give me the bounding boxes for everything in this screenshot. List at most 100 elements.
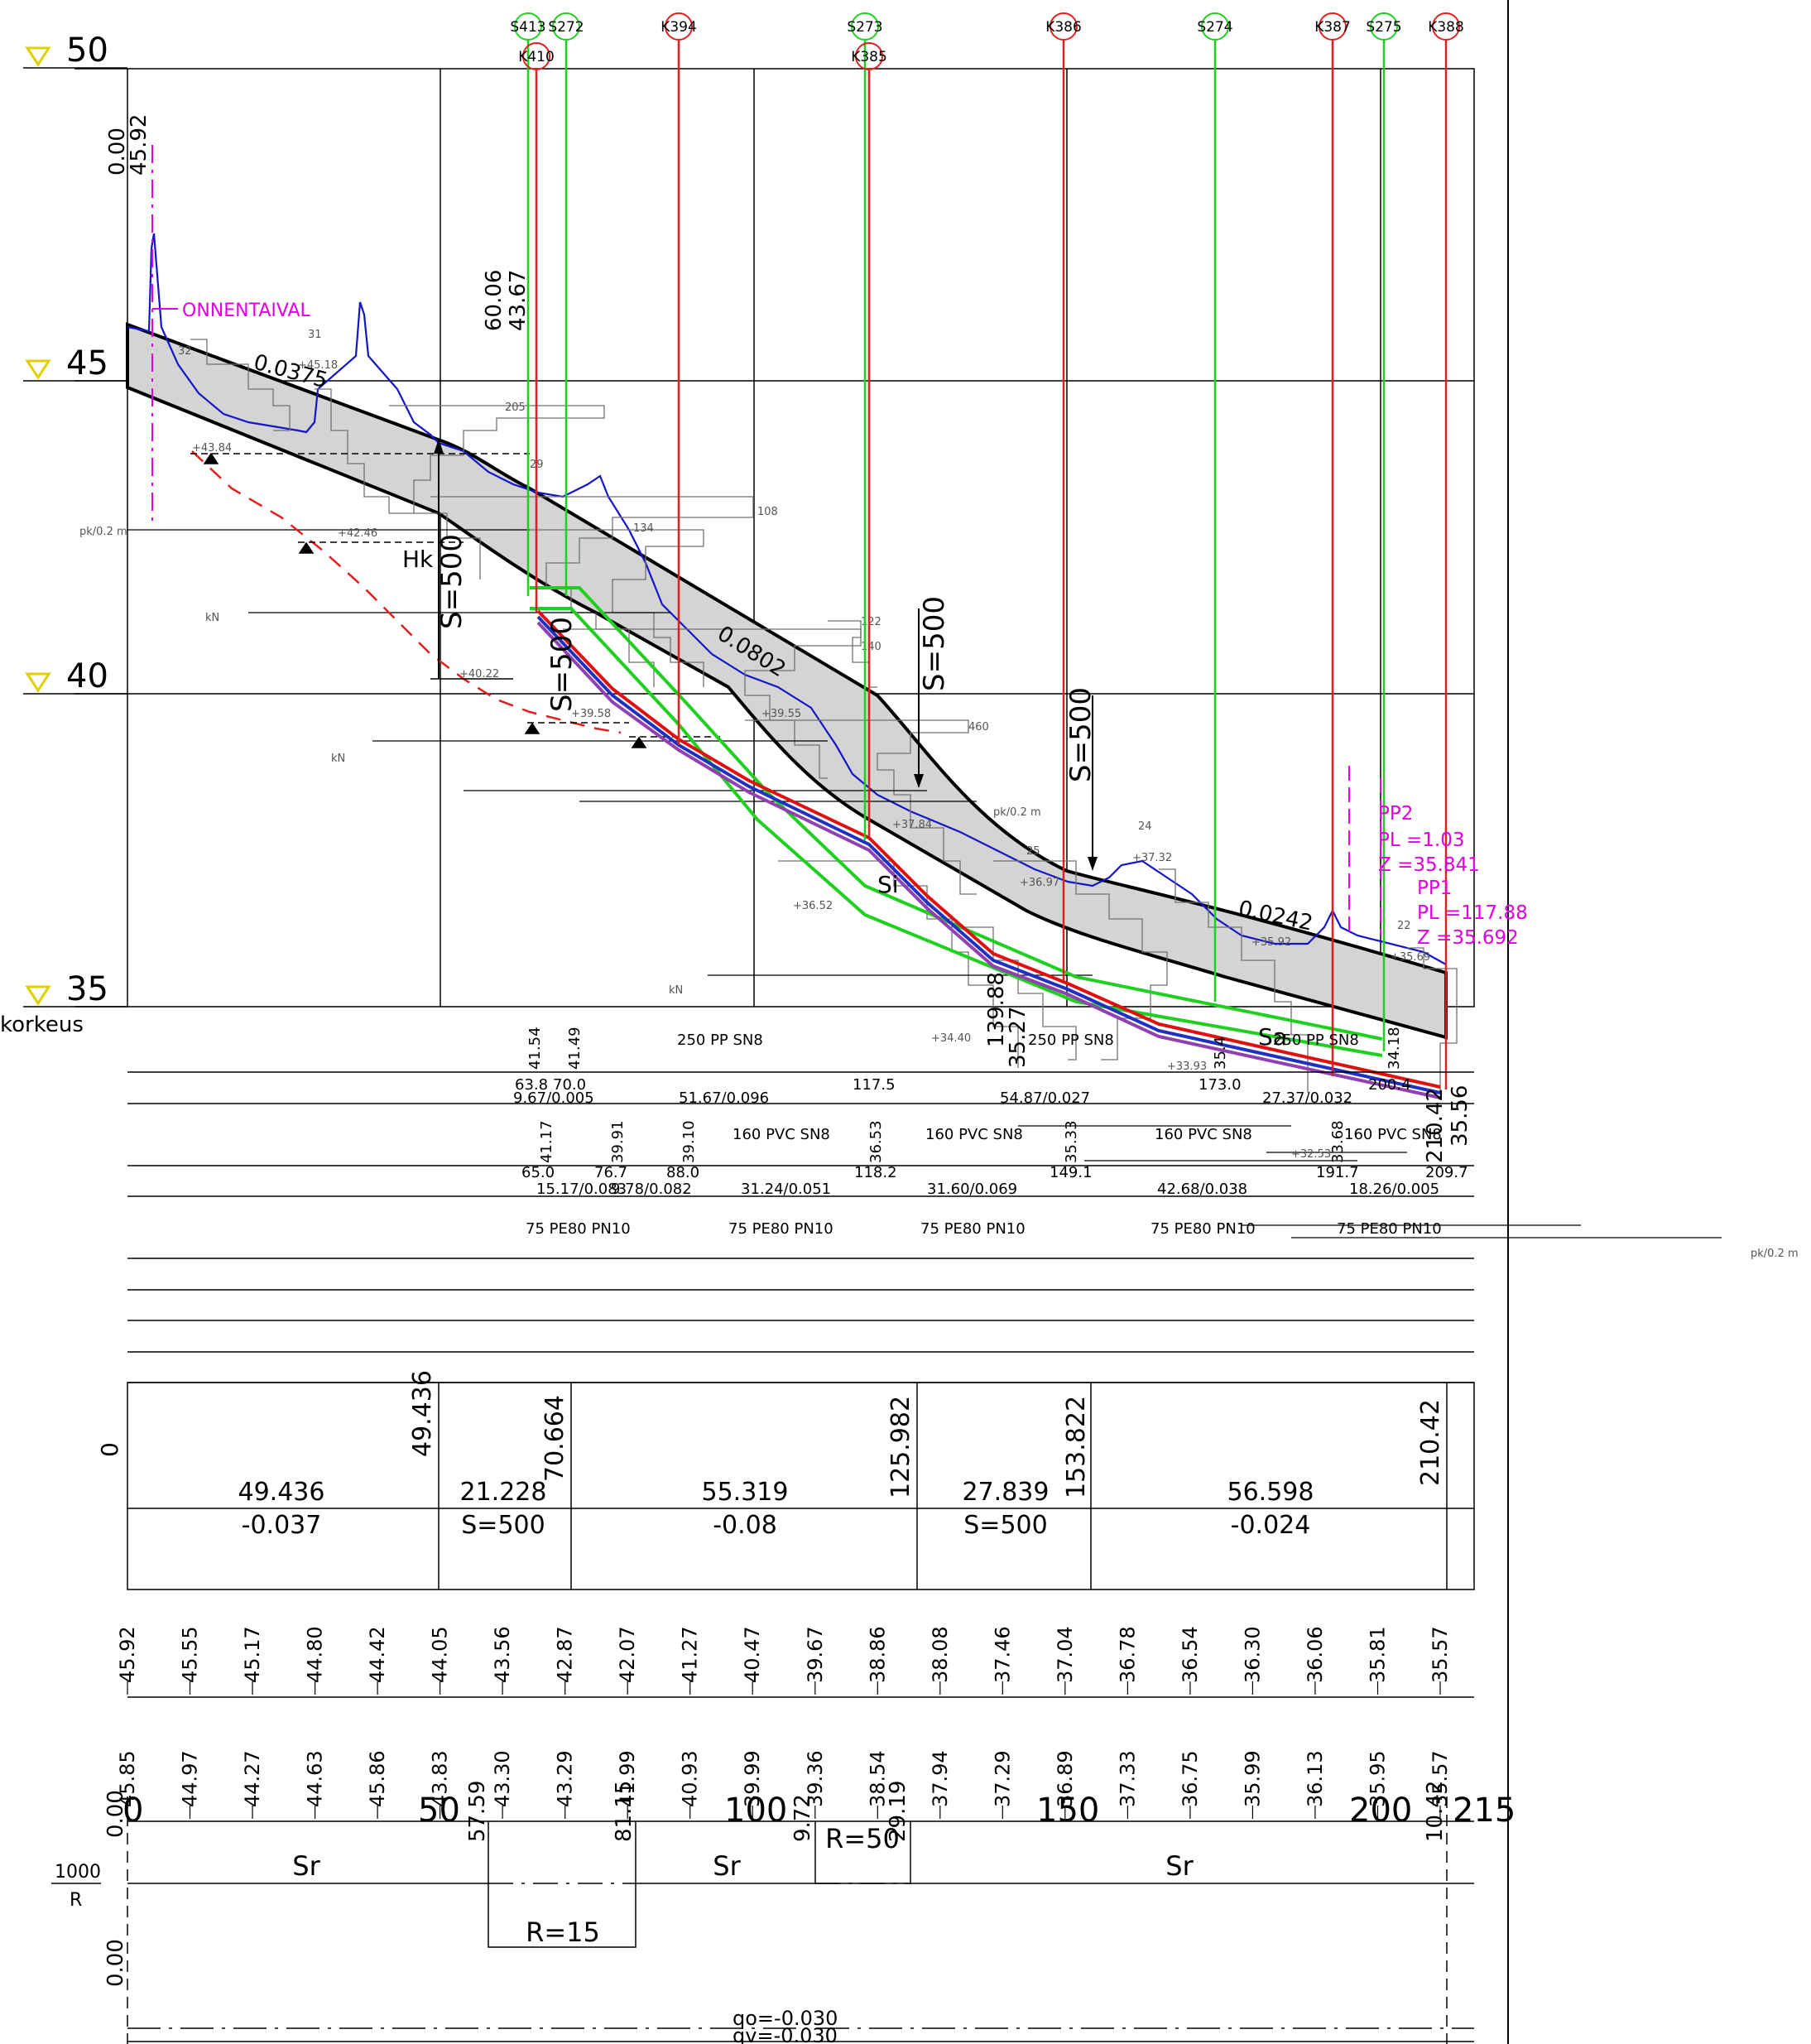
elevation-value: 36.54 [1179,1626,1202,1683]
structure-label: S273 [847,19,882,36]
ground-line [127,233,1447,965]
alignment-label: Sr [1165,1850,1194,1882]
structure-label: K410 [518,49,555,65]
elevation-value: 35.81 [1367,1626,1390,1683]
pipe-row-2: 41.17 39.91 39.10 160 PVC SN8 36.53 160 … [521,1088,1468,1198]
elevation-value: 35.99 [1241,1750,1264,1807]
elevation-value: 37.29 [991,1750,1014,1807]
grade-table-station: 153.822 [1062,1396,1091,1498]
pipe-grade: 27.37/0.032 [1262,1089,1352,1107]
chainage-tick: 100 [724,1792,787,1830]
structure-label: S272 [548,19,584,36]
pipe-value: 34.18 [1386,1027,1403,1070]
start-chainage: 0.00 [105,127,130,176]
pipe-grade: 51.67/0.096 [679,1089,769,1107]
curve-label: S=500 [918,596,951,691]
elevation-rows: 45.92 45.55 45.17 44.80 44.42 44.05 43.56 42.87… [116,1626,1474,1822]
pipe-pos: 76.7 [594,1164,627,1181]
pipe-grade: 18.26/0.005 [1349,1181,1439,1198]
alignment-start: 0.00 [103,1790,128,1838]
sounding-label: 122 [861,616,881,628]
curve-label: S=500 [545,617,579,712]
elevation-value: 45.55 [179,1626,202,1683]
elevation-marker-40: 40 [23,657,127,695]
structure-K388: K388 [1428,12,1464,1089]
profile-grid [74,68,1475,1008]
pp2-z: Z =35.841 [1378,854,1480,876]
elevation-value: 43.29 [554,1750,577,1807]
elevation-value: 42.87 [554,1626,577,1683]
pipe-value: 41.54 [526,1027,544,1070]
sounding-label: 205 [505,402,526,414]
elevation-value: 38.54 [866,1750,889,1807]
sounding-label: +36.97 [1020,877,1059,889]
pipe-grade: 9.78/0.082 [611,1181,692,1198]
curve-label: S=500 [435,534,468,629]
pipe-type: 160 PVC SN8 [1344,1126,1442,1143]
sounding-label: +43.84 [192,442,232,454]
elevation-value: 36.13 [1304,1750,1327,1807]
structure-label: S275 [1366,19,1401,36]
pipe-value: 41.49 [566,1027,584,1070]
structure-K394: K394 [661,12,697,745]
curve-radius: R=50 [825,1823,900,1854]
sounding-label: +33.93 [1167,1060,1207,1073]
segment-grade: -0.037 [242,1511,322,1540]
sounding-label: 24 [1138,820,1152,833]
pipe-pos: 191.7 [1316,1164,1359,1181]
sounding-label: 140 [861,641,881,653]
pipe-type: 160 PVC SN8 [925,1126,1023,1143]
elevation-value: 37.33 [1116,1750,1139,1807]
elevation-value: 36.06 [1304,1626,1327,1683]
pipe-pos: 173.0 [1199,1076,1242,1094]
elevation-marker-50: 50 [23,31,127,70]
elevation-markers: 50 45 40 35 [23,31,127,1008]
sounding-label: +36.52 [793,900,833,912]
elevation-label: 50 [66,31,108,70]
sounding-label: 31 [308,329,322,341]
elevation-label: 40 [66,657,108,695]
pipe-grade: 31.24/0.051 [741,1181,831,1198]
pipe-pos: 65.0 [521,1164,555,1181]
elevation-value: 37.46 [991,1626,1014,1683]
pipe-type: 250 PP SN8 [677,1032,763,1049]
pipe-grade: 31.60/0.069 [927,1181,1017,1198]
start-ground: 45.92 [127,114,151,176]
elevation-value: 37.04 [1054,1626,1077,1683]
pipe-type: 75 PE80 PN10 [920,1220,1026,1238]
pp1-z: Z =35.692 [1417,927,1519,949]
pipe-type: 250 PP SN8 [1028,1032,1114,1049]
pp1-name: PP1 [1417,878,1452,899]
pipe-type: 160 PVC SN8 [733,1126,830,1143]
sounding-label: 460 [968,721,989,733]
sounding-label: +34.40 [931,1032,971,1045]
chainage-tick: 215 [1453,1792,1516,1830]
grade-table-station: 49.436 [408,1370,437,1457]
pipe-value: 210.42 [1423,1088,1448,1163]
elevation-value: 44.97 [179,1750,202,1807]
pipe-value: 33.68 [1329,1120,1347,1163]
structure-K387: K387 [1314,12,1351,1076]
pipe-value: 35.27 [1006,1007,1030,1068]
magenta-annotations: ONNENTAIVAL 0.00 45.92 PP2 PL =1.03 Z =3… [105,114,1528,949]
pipe-pos: 149.1 [1050,1164,1093,1181]
elevation-value: 36.89 [1054,1750,1077,1807]
alignment-mark: 9.72 [790,1794,815,1842]
pipe-type: 160 PVC SN8 [1155,1126,1252,1143]
fraction-top: 1000 [55,1862,101,1883]
elevation-label: 45 [66,344,108,382]
chainage-axis: 0 50 100 150 200 215 [122,1792,1516,1830]
alignment-mark: 10.42 [1423,1781,1448,1842]
structure-label: K385 [851,49,887,65]
elevation-marker-45: 45 [23,344,127,382]
pipe-value: 35.56 [1448,1085,1472,1147]
elevation-value: 43.30 [491,1750,514,1807]
pipe-type: 75 PE80 PN10 [1337,1220,1442,1238]
elevation-value: 35.57 [1429,1626,1452,1683]
crossfall: qo=-0.030 qv=-0.030 [127,2007,1474,2044]
crossfall-qo: qo=-0.030 [733,2007,838,2030]
elevation-value: 40.47 [741,1626,764,1683]
pipe-value: 41.17 [538,1120,555,1163]
grade-table-station: 210.42 [1416,1399,1445,1486]
elevation-value: 39.67 [804,1626,827,1683]
